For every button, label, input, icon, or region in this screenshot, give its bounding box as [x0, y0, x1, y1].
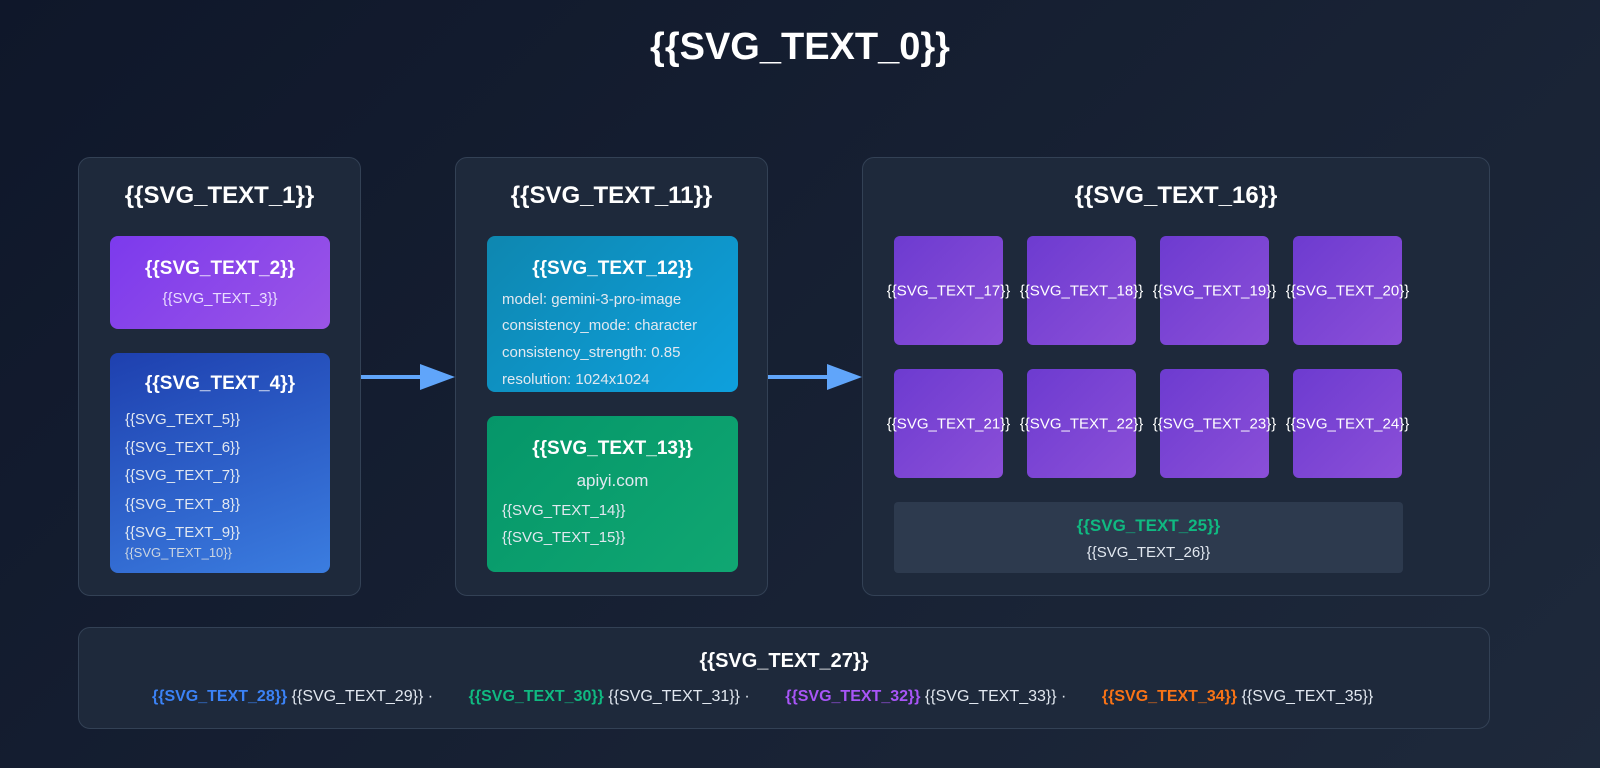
tile-label: {{SVG_TEXT_19}} — [1152, 282, 1277, 299]
legend-key: {{SVG_TEXT_34}} — [1101, 688, 1238, 705]
prompts-title: {{SVG_TEXT_4}} — [145, 373, 295, 394]
legend-key: {{SVG_TEXT_30}} — [468, 688, 604, 705]
tile-label: {{SVG_TEXT_21}} — [886, 415, 1011, 432]
prompt-line: {{SVG_TEXT_9}} — [125, 524, 241, 541]
output-tile: {{SVG_TEXT_17}} — [887, 236, 1010, 345]
tile-label: {{SVG_TEXT_23}} — [1152, 415, 1277, 432]
api-title: {{SVG_TEXT_13}} — [532, 438, 693, 459]
prompts-box: {{SVG_TEXT_4}} {{SVG_TEXT_5}} {{SVG_TEXT… — [110, 353, 330, 573]
process-panel-title: {{SVG_TEXT_11}} — [510, 182, 713, 209]
summary-title: {{SVG_TEXT_25}} — [1076, 516, 1221, 535]
output-panel: {{SVG_TEXT_16}} {{SVG_TEXT_17}} {{SVG_TE… — [862, 157, 1490, 596]
config-line: consistency_mode: character — [502, 317, 698, 334]
output-tile: {{SVG_TEXT_24}} — [1286, 369, 1409, 478]
output-tile: {{SVG_TEXT_20}} — [1286, 236, 1409, 345]
diagram-title: {{SVG_TEXT_0}} — [650, 26, 950, 68]
reference-box: {{SVG_TEXT_2}} {{SVG_TEXT_3}} — [110, 236, 330, 329]
legend-value: {{SVG_TEXT_33}} — [924, 688, 1057, 705]
output-tile: {{SVG_TEXT_22}} — [1020, 369, 1143, 478]
arrow-icon — [768, 364, 862, 390]
footer-title: {{SVG_TEXT_27}} — [699, 650, 869, 672]
prompt-line: {{SVG_TEXT_8}} — [125, 496, 241, 513]
tile-label: {{SVG_TEXT_18}} — [1019, 282, 1144, 299]
arrow-icon — [361, 364, 455, 390]
reference-subtitle: {{SVG_TEXT_3}} — [162, 290, 278, 307]
api-box: {{SVG_TEXT_13}} apiyi.com {{SVG_TEXT_14}… — [487, 416, 738, 572]
legend-key: {{SVG_TEXT_28}} — [152, 688, 288, 705]
footer-panel: {{SVG_TEXT_27}} — [78, 627, 1490, 729]
output-panel-title: {{SVG_TEXT_16}} — [1074, 182, 1278, 209]
tile-label: {{SVG_TEXT_24}} — [1285, 415, 1410, 432]
summary-box: {{SVG_TEXT_25}} {{SVG_TEXT_26}} — [894, 502, 1403, 573]
output-tile: {{SVG_TEXT_23}} — [1153, 369, 1276, 478]
reference-title: {{SVG_TEXT_2}} — [145, 258, 295, 279]
process-panel: {{SVG_TEXT_11}} {{SVG_TEXT_12}} model: g… — [455, 157, 768, 596]
api-line: {{SVG_TEXT_15}} — [502, 529, 626, 546]
tile-label: {{SVG_TEXT_20}} — [1285, 282, 1410, 299]
legend-key: {{SVG_TEXT_32}} — [785, 688, 921, 705]
prompt-line: {{SVG_TEXT_7}} — [125, 467, 241, 484]
input-panel-title: {{SVG_TEXT_1}} — [124, 182, 315, 209]
tile-label: {{SVG_TEXT_17}} — [886, 282, 1011, 299]
legend-value: {{SVG_TEXT_31}} — [608, 688, 740, 705]
footer-legend: {{SVG_TEXT_28}} {{SVG_TEXT_29}} · {{SVG_… — [152, 688, 1374, 705]
api-line: {{SVG_TEXT_14}} — [502, 502, 626, 519]
output-tile: {{SVG_TEXT_19}} — [1153, 236, 1276, 345]
config-line: resolution: 1024x1024 — [502, 371, 650, 388]
api-domain: apiyi.com — [576, 471, 649, 490]
prompt-line: {{SVG_TEXT_5}} — [125, 411, 241, 428]
legend-value: {{SVG_TEXT_35}} — [1241, 688, 1374, 705]
tile-label: {{SVG_TEXT_22}} — [1019, 415, 1144, 432]
input-panel: {{SVG_TEXT_1}} {{SVG_TEXT_2}} {{SVG_TEXT… — [78, 157, 361, 596]
config-title: {{SVG_TEXT_12}} — [532, 258, 693, 279]
prompt-line: {{SVG_TEXT_6}} — [125, 439, 241, 456]
config-box: {{SVG_TEXT_12}} model: gemini-3-pro-imag… — [487, 236, 738, 392]
config-line: model: gemini-3-pro-image — [502, 291, 682, 308]
summary-subtitle: {{SVG_TEXT_26}} — [1086, 544, 1211, 561]
legend-value: {{SVG_TEXT_29}} — [291, 688, 424, 705]
output-tile: {{SVG_TEXT_18}} — [1020, 236, 1143, 345]
config-line: consistency_strength: 0.85 — [502, 344, 681, 361]
output-tile: {{SVG_TEXT_21}} — [887, 369, 1010, 478]
prompt-note: {{SVG_TEXT_10}} — [125, 545, 232, 560]
